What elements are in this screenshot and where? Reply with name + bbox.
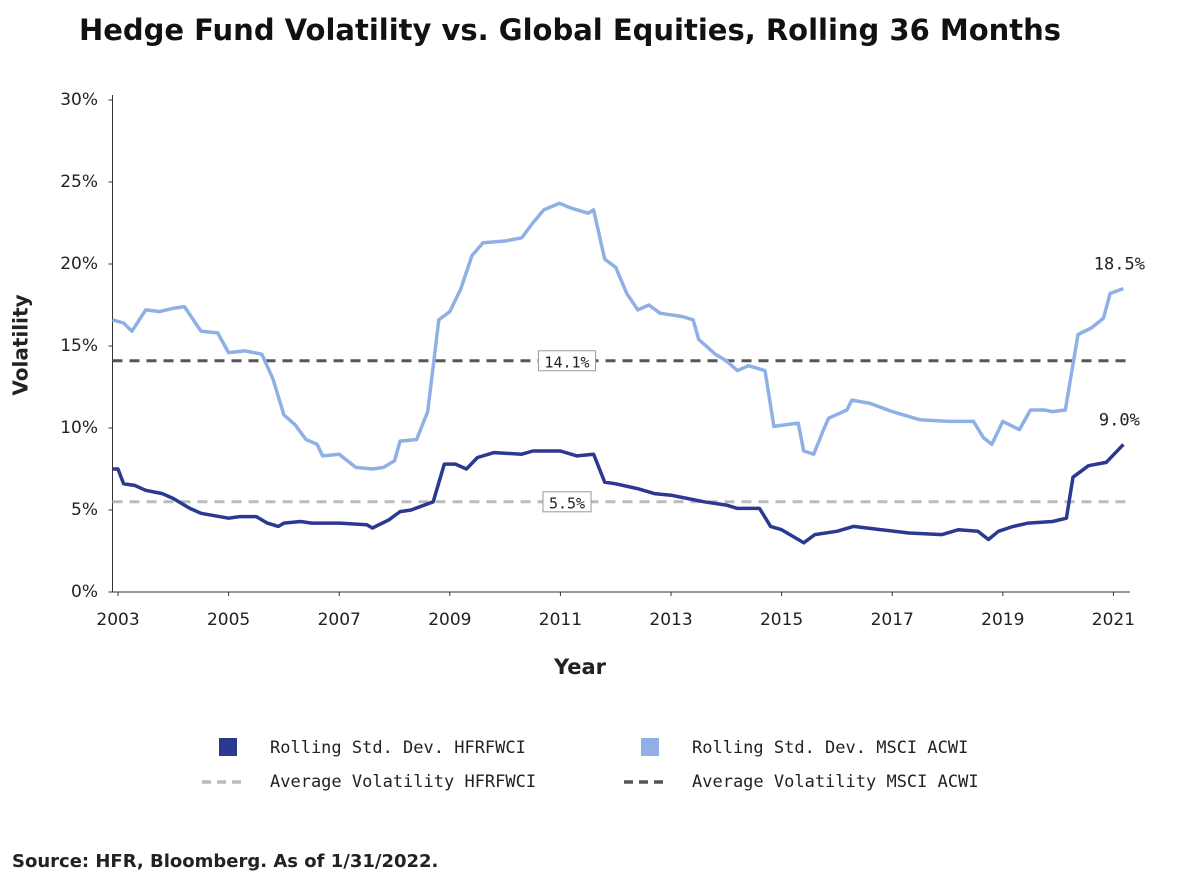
x-tick-label: 2013 xyxy=(649,610,692,630)
average-label-box xyxy=(537,350,597,372)
y-tick-label: 5% xyxy=(71,500,98,520)
legend-label: Rolling Std. Dev. MSCI ACWI xyxy=(692,738,968,758)
x-tick-label: 2005 xyxy=(207,610,250,630)
y-tick-label: 30% xyxy=(60,90,98,110)
y-tick-label: 25% xyxy=(60,172,98,192)
series-line xyxy=(112,443,1125,545)
x-tick-label: 2003 xyxy=(96,610,139,630)
average-label-box xyxy=(542,491,592,513)
y-tick-label: 15% xyxy=(60,336,98,356)
average-label: 14.1% xyxy=(544,353,589,371)
legend-swatch xyxy=(219,738,237,756)
y-tick-label: 0% xyxy=(71,582,98,602)
y-tick-label: 10% xyxy=(60,418,98,438)
y-tick-label: 20% xyxy=(60,254,98,274)
x-tick-label: 2021 xyxy=(1092,610,1135,630)
y-axis-label: Volatility xyxy=(9,294,33,395)
end-label: 9.0% xyxy=(1099,410,1140,430)
x-tick-label: 2019 xyxy=(981,610,1024,630)
legend-label: Rolling Std. Dev. HFRFWCI xyxy=(270,738,526,758)
x-tick-label: 2007 xyxy=(318,610,361,630)
x-tick-label: 2009 xyxy=(428,610,471,630)
chart-title: Hedge Fund Volatility vs. Global Equitie… xyxy=(79,13,1061,47)
series-line xyxy=(112,201,1125,471)
x-tick-label: 2015 xyxy=(760,610,803,630)
x-axis-label: Year xyxy=(553,655,607,679)
x-tick-label: 2017 xyxy=(871,610,914,630)
average-label: 5.5% xyxy=(549,494,585,512)
source-note: Source: HFR, Bloomberg. As of 1/31/2022. xyxy=(12,851,438,872)
legend-label: Average Volatility HFRFWCI xyxy=(270,772,536,792)
legend-label: Average Volatility MSCI ACWI xyxy=(692,772,979,792)
legend-swatch xyxy=(641,738,659,756)
end-label: 18.5% xyxy=(1094,255,1145,275)
x-tick-label: 2011 xyxy=(539,610,582,630)
